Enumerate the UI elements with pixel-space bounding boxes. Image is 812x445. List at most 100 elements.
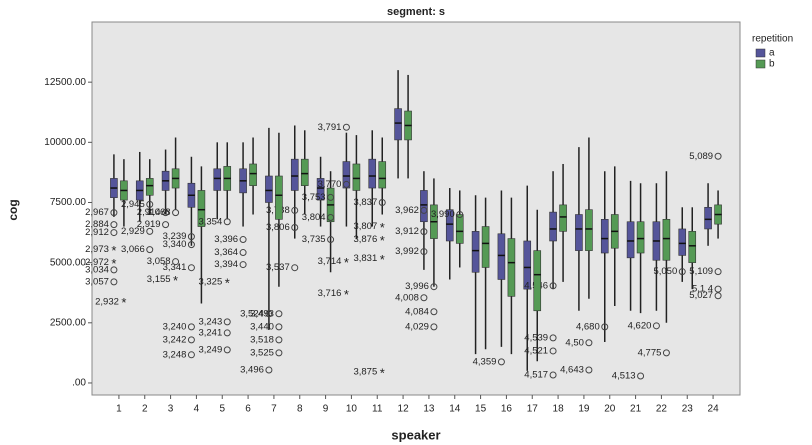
box — [445, 209, 454, 242]
box — [688, 231, 697, 263]
outlier — [275, 323, 283, 331]
outlier-label: 3,248 — [163, 349, 187, 360]
outlier — [275, 336, 283, 344]
outlier-star: * — [121, 295, 126, 310]
outlier — [223, 318, 231, 326]
legend-swatch — [755, 48, 766, 58]
outlier-label: 4,680 — [576, 321, 600, 332]
outlier-label: 4,008 — [395, 292, 419, 303]
outlier-label: 3,058 — [147, 256, 171, 267]
outlier — [187, 351, 195, 359]
y-tick-label: 12500.00 — [44, 77, 86, 88]
outlier-label: 3,242 — [163, 334, 187, 345]
outlier-star: * — [380, 365, 385, 380]
outlier-label: 4,084 — [405, 306, 429, 317]
x-tick-label: 23 — [682, 404, 694, 415]
outlier — [223, 329, 231, 337]
box — [342, 161, 351, 189]
outlier — [110, 266, 118, 274]
box — [420, 190, 428, 223]
outlier — [223, 346, 231, 354]
box — [600, 219, 609, 254]
box — [197, 190, 206, 227]
outlier-label: 3,241 — [198, 327, 222, 338]
outlier — [549, 347, 557, 355]
outlier-label: 3,057 — [85, 276, 109, 287]
outlier-label: 3,770 — [318, 179, 342, 190]
outlier — [327, 193, 335, 201]
box — [549, 211, 557, 242]
x-tick-label: 15 — [475, 404, 487, 415]
x-tick-label: 3 — [168, 404, 174, 415]
y-tick-label: 10000.00 — [44, 137, 86, 148]
outlier-label: 5,109 — [689, 266, 713, 277]
y-tick-label: 2500.00 — [50, 317, 87, 328]
outlier-label: 3,524 — [240, 308, 264, 319]
outlier-label: 3,354 — [198, 216, 222, 227]
x-tick-label: 13 — [423, 404, 435, 415]
outlier — [239, 261, 247, 269]
outlier-label: 3,493 — [250, 308, 274, 319]
x-axis-label: speaker — [391, 427, 440, 442]
chart-title: segment: s — [387, 6, 445, 18]
outlier-star: * — [380, 220, 385, 235]
outlier — [110, 221, 118, 229]
outlier — [714, 285, 722, 293]
outlier-label: 3,912 — [395, 226, 419, 237]
outlier-star: * — [344, 255, 349, 270]
box — [662, 219, 671, 261]
outlier-label: 3,496 — [240, 364, 264, 375]
outlier — [265, 310, 273, 318]
outlier-label: 4,539 — [524, 332, 548, 343]
outlier — [549, 282, 557, 290]
outlier-label: 2,945 — [121, 199, 145, 210]
box — [455, 214, 464, 244]
outlier-label: 4,513 — [612, 371, 636, 382]
outlier-label: 2,929 — [121, 226, 145, 237]
outlier-label: 5,027 — [689, 290, 713, 301]
box — [585, 209, 593, 251]
outlier — [239, 236, 247, 244]
x-tick-label: 10 — [346, 404, 358, 415]
outlier — [162, 221, 170, 229]
outlier — [342, 123, 350, 131]
outlier-label: 2,914 — [137, 207, 161, 218]
box — [481, 226, 490, 268]
outlier-label: 3,831 — [353, 253, 377, 264]
outlier-label: 4,521 — [524, 345, 548, 356]
outlier — [420, 228, 428, 236]
outlier-label: 4,50 — [565, 337, 584, 348]
outlier — [275, 349, 283, 357]
box — [497, 233, 506, 280]
outlier-star: * — [225, 275, 230, 290]
x-tick-label: 4 — [194, 404, 200, 415]
box — [378, 161, 387, 189]
outlier — [430, 308, 438, 316]
outlier-label: 3,807 — [353, 221, 377, 232]
outlier-label: 3,340 — [163, 239, 187, 250]
box — [265, 175, 273, 203]
outlier — [146, 200, 154, 208]
outlier — [585, 339, 593, 347]
outlier-label: 3,396 — [214, 234, 238, 245]
outlier-label: 5,089 — [689, 151, 713, 162]
x-tick-label: 24 — [708, 404, 720, 415]
outlier — [146, 227, 154, 235]
outlier-label: 3,537 — [266, 262, 290, 273]
x-tick-label: 1 — [116, 404, 122, 415]
outlier-label: 2,919 — [137, 219, 161, 230]
x-tick-label: 19 — [578, 404, 590, 415]
outlier-label: 3,735 — [302, 234, 326, 245]
y-tick-label: 5000.00 — [50, 257, 87, 268]
outlier-label: 3,990 — [431, 209, 455, 220]
outlier — [291, 224, 299, 232]
outlier — [110, 229, 118, 237]
box — [213, 168, 222, 191]
outlier-label: 3,962 — [395, 205, 419, 216]
outlier — [714, 268, 722, 276]
box — [559, 204, 567, 232]
outlier-label: 3,325 — [198, 276, 222, 287]
outlier — [223, 218, 231, 226]
outlier — [162, 209, 170, 217]
outlier-label: 2,972 — [85, 257, 109, 268]
